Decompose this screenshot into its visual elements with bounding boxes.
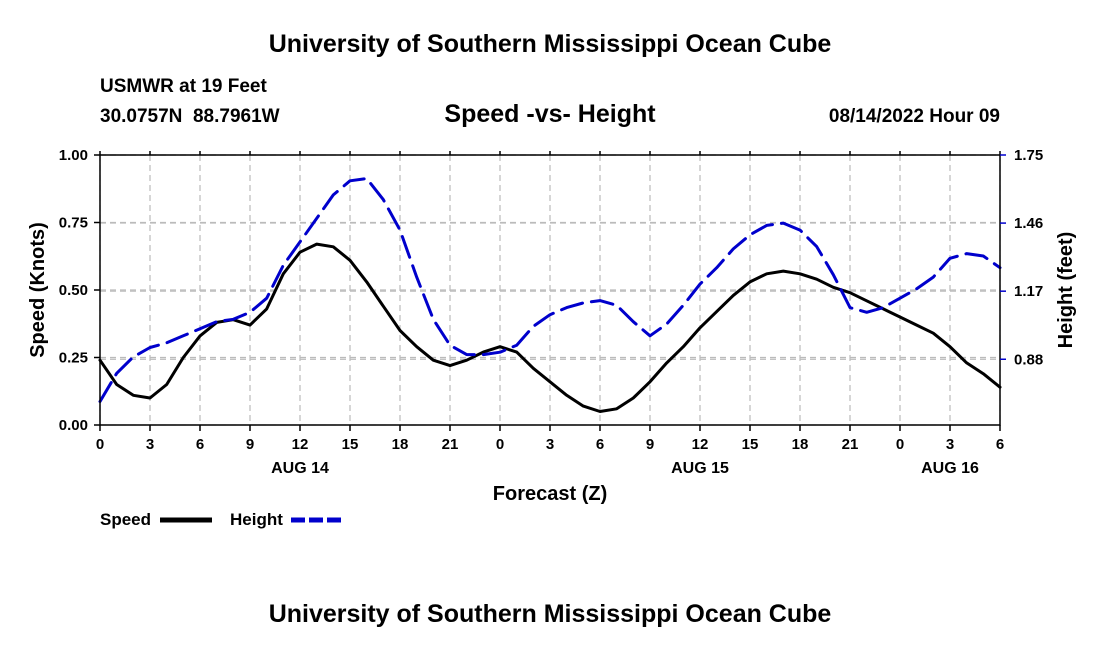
x-tick-label: 21 [442, 436, 459, 453]
x-tick-label: 18 [792, 436, 809, 453]
x-tick-label: 12 [692, 436, 709, 453]
x-tick-label: 15 [742, 436, 759, 453]
x-tick-label: 0 [496, 436, 504, 453]
y2-axis-label: Height (feet) [1055, 232, 1077, 349]
y2-tick-label: 0.88 [1014, 351, 1043, 368]
x-tick-label: 9 [246, 436, 254, 453]
plot-title: Speed -vs- Height [444, 100, 656, 128]
axes: 0 3 6 9 12 15 18 21 0 3 6 9 12 15 18 21 0 3 6 AUG 14 AUG 15 A… [59, 147, 1043, 477]
x-tick-label: 3 [146, 436, 154, 453]
grid-lines [99, 154, 1001, 426]
legend-height-label: Height [230, 510, 283, 529]
x-tick-label: 6 [996, 436, 1004, 453]
y-axis-label: Speed (Knots) [27, 222, 49, 358]
x-tick-label: 0 [896, 436, 904, 453]
y-tick-label: 0.50 [59, 282, 88, 299]
y-tick-label: 0.25 [59, 350, 88, 367]
speed-series-line [98, 242, 1002, 413]
x-tick-label: 21 [842, 436, 859, 453]
date-label: AUG 14 [271, 460, 329, 477]
y2-tick-label: 1.75 [1014, 147, 1043, 164]
date-label: AUG 16 [921, 460, 979, 477]
x-tick-label: 3 [946, 436, 954, 453]
y2-tick-label: 1.46 [1014, 215, 1043, 232]
series-lines [98, 177, 1002, 413]
x-tick-label: 12 [292, 436, 309, 453]
speed-height-chart: 0 3 6 9 12 15 18 21 0 3 6 9 12 15 18 21 0 3 6 AUG 14 AUG 15 A… [27, 147, 1077, 523]
x-tick-label: 18 [392, 436, 409, 453]
forecast-time: 08/14/2022 Hour 09 [828, 106, 1000, 127]
station-name: USMWR at 19 Feet [100, 76, 267, 97]
height-series-line [98, 177, 1002, 403]
x-tick-label: 9 [646, 436, 654, 453]
main-title: University of Southern Mississippi Ocean… [268, 30, 832, 58]
x-tick-label: 0 [96, 436, 104, 453]
x-tick-label: 3 [546, 436, 554, 453]
y2-tick-label: 1.17 [1014, 283, 1043, 300]
station-coordinates: 30.0757N 88.7961W [100, 106, 280, 127]
date-label: AUG 15 [671, 460, 729, 477]
footer-title: University of Southern Mississippi Ocean… [268, 600, 832, 628]
y-tick-label: 0.00 [59, 417, 88, 434]
x-tick-label: 15 [342, 436, 359, 453]
x-axis-label: Forecast (Z) [493, 483, 607, 505]
legend-speed-label: Speed [100, 510, 152, 529]
x-tick-label: 6 [196, 436, 204, 453]
y-tick-label: 1.00 [59, 147, 88, 164]
y-tick-label: 0.75 [59, 215, 88, 232]
x-tick-label: 6 [596, 436, 604, 453]
